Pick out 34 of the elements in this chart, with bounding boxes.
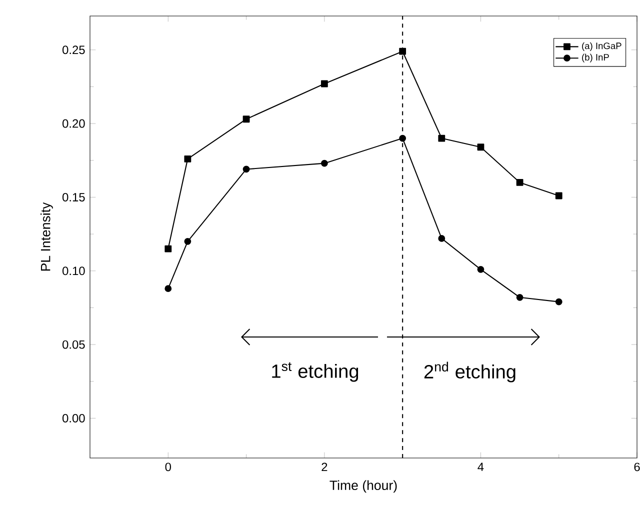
point [477,266,484,273]
point [164,285,172,292]
x-axis-title: Time (hour) [330,480,397,493]
point [320,160,328,167]
point [438,235,446,242]
y-tick-label: 0.05 [62,340,85,349]
point [399,134,406,142]
annotation: 2$^{nd}$ etching [424,362,516,382]
y-tick-label: 0.20 [62,119,85,128]
x-tick-label: 0 [165,462,172,472]
point [555,192,562,200]
point [242,116,250,123]
y-tick-label: 0.00 [62,414,85,422]
point [516,179,524,186]
point [242,166,250,173]
point [184,238,192,245]
point [320,80,328,88]
point [184,155,192,162]
x-tick-label: 6 [634,462,640,472]
point [516,294,524,301]
y-tick-label: 0.15 [62,192,85,202]
x-tick-label: 4 [478,462,484,471]
point [555,298,562,306]
x-tick-label: 2 [322,462,328,472]
legend-label: (a) InGaP [582,42,622,51]
point [164,245,172,252]
annotation: 1$^{st}$ etching [272,362,358,382]
point [477,144,484,151]
y-tick-label: 0.10 [62,266,85,276]
legend-label: (b) InP [582,54,609,62]
point [399,48,406,55]
y-tick-label: 0.25 [62,46,85,54]
y-axis-title: PL Intensity [40,202,53,271]
point [438,134,446,142]
